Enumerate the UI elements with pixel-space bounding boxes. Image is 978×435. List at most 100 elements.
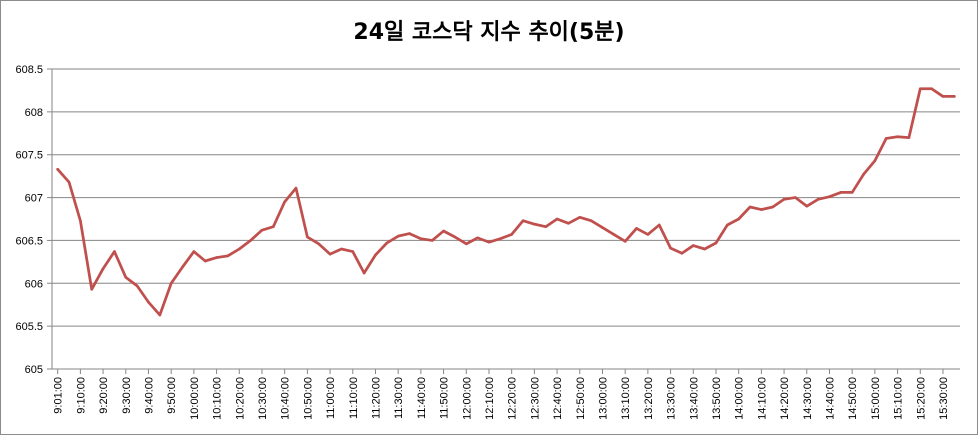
data-point <box>850 191 854 194</box>
data-point <box>362 271 366 275</box>
x-tick-label: 9:20:00 <box>98 377 110 414</box>
data-point <box>396 234 400 238</box>
data-point <box>385 241 389 245</box>
data-point <box>623 239 627 243</box>
x-tick-label: 12:10:00 <box>484 377 496 420</box>
x-tick-label: 9:30:00 <box>121 377 133 414</box>
data-point <box>533 222 536 226</box>
x-tick-label: 9:50:00 <box>166 377 178 414</box>
data-point <box>374 253 377 257</box>
x-tick-label: 11:20:00 <box>370 377 382 419</box>
x-tick-label: 12:40:00 <box>552 377 564 420</box>
data-point <box>237 247 241 251</box>
x-tick-label: 12:30:00 <box>529 377 541 420</box>
x-tick-label: 11:40:00 <box>416 377 428 419</box>
data-point <box>408 232 411 235</box>
x-tick-label: 15:00:00 <box>870 377 882 420</box>
x-tick-label: 9:01:00 <box>53 377 65 414</box>
data-point <box>612 233 616 236</box>
x-tick-label: 15:30:00 <box>938 377 950 420</box>
x-tick-label: 12:00:00 <box>461 377 473 420</box>
data-point <box>340 247 343 251</box>
x-tick-label: 15:10:00 <box>893 377 905 420</box>
y-tick-label: 607 <box>25 193 43 205</box>
data-point <box>101 267 105 271</box>
axes <box>47 68 960 374</box>
data-point <box>135 284 139 288</box>
data-point <box>226 254 230 258</box>
data-point <box>476 236 479 240</box>
x-tick-label: 13:30:00 <box>666 377 678 420</box>
data-point <box>544 225 548 229</box>
data-point <box>601 226 604 229</box>
data-point <box>317 242 321 246</box>
data-point <box>635 227 638 230</box>
data-point <box>748 205 752 209</box>
data-point <box>351 250 355 253</box>
x-tick-label: 14:50:00 <box>847 377 859 420</box>
data-point <box>589 219 593 223</box>
data-point <box>147 300 150 304</box>
data-point <box>283 200 286 204</box>
x-tick-label: 13:10:00 <box>620 377 632 420</box>
x-tick-label: 10:50:00 <box>302 377 314 420</box>
data-point <box>464 242 468 246</box>
data-point <box>249 239 252 242</box>
x-tick-label: 15:20:00 <box>915 377 927 420</box>
x-axis-tick-labels: 9:01:00 9:10:00 9:20:00 9:30:00 9:40:00 9:50:… <box>53 377 950 420</box>
data-point <box>771 205 775 209</box>
data-point <box>726 223 729 227</box>
x-tick-label: 11:50:00 <box>439 377 451 419</box>
x-tick-label: 9:10:00 <box>75 377 87 414</box>
x-tick-label: 10:40:00 <box>280 377 292 420</box>
data-point <box>430 239 434 242</box>
data-point <box>805 204 809 208</box>
data-point <box>578 215 582 219</box>
x-tick-label: 10:20:00 <box>234 377 246 420</box>
x-tick-label: 14:20:00 <box>779 377 791 420</box>
data-point <box>487 240 491 244</box>
data-point <box>782 197 786 201</box>
x-tick-label: 13:20:00 <box>643 377 655 420</box>
y-tick-label: 606 <box>25 278 43 290</box>
data-point <box>873 159 877 163</box>
data-point <box>79 219 82 223</box>
x-tick-label: 10:10:00 <box>212 377 224 420</box>
x-tick-label: 10:30:00 <box>257 377 269 420</box>
data-point <box>272 225 275 229</box>
x-tick-label: 14:40:00 <box>824 377 836 420</box>
x-tick-label: 11:30:00 <box>393 377 405 419</box>
data-point <box>56 167 59 171</box>
data-point <box>192 250 196 253</box>
data-point <box>67 180 71 184</box>
data-point <box>510 233 513 236</box>
data-point <box>646 233 650 236</box>
data-point <box>703 247 706 251</box>
x-tick-label: 14:10:00 <box>756 377 768 420</box>
data-point <box>839 191 843 194</box>
data-point <box>169 281 173 285</box>
series-line <box>56 87 956 317</box>
y-tick-label: 607.5 <box>15 150 43 162</box>
data-point <box>896 135 899 139</box>
data-point <box>419 237 423 241</box>
x-tick-label: 12:20:00 <box>507 377 519 420</box>
data-point <box>794 196 797 199</box>
x-tick-label: 13:40:00 <box>688 377 700 420</box>
data-point <box>260 228 264 232</box>
y-tick-label: 605.5 <box>15 321 43 333</box>
x-tick-label: 11:00:00 <box>325 377 337 419</box>
data-point <box>453 235 457 239</box>
data-point <box>680 251 684 255</box>
x-tick-label: 13:00:00 <box>597 377 609 420</box>
data-point <box>203 259 207 263</box>
data-point <box>862 173 865 176</box>
data-point <box>941 95 945 98</box>
x-tick-label: 14:30:00 <box>802 377 814 420</box>
data-point <box>907 136 911 139</box>
data-point <box>691 244 695 247</box>
x-tick-label: 11:10:00 <box>348 377 360 419</box>
y-tick-label: 606.5 <box>15 235 43 247</box>
